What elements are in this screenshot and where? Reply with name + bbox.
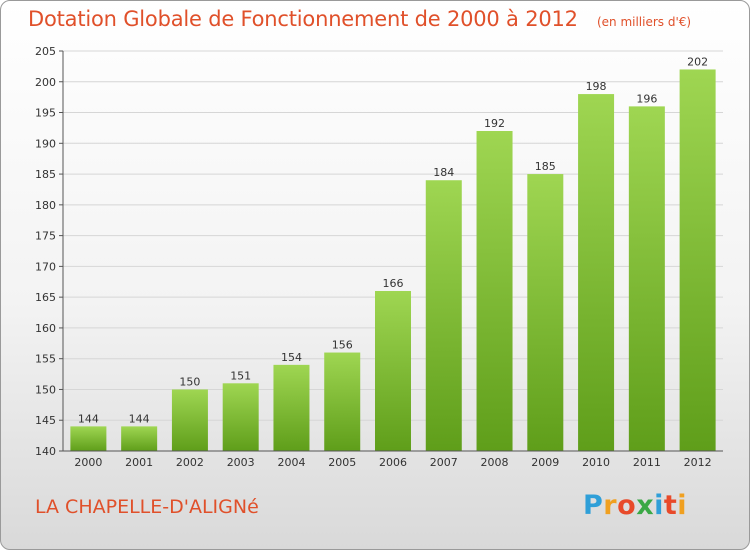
title-row: Dotation Globale de Fonctionnement de 20… [28, 7, 691, 31]
bars: 144 144 150 151 154 156 166 184 192 185 198 196 202 [70, 55, 716, 452]
bar [70, 426, 107, 451]
x-tick-label: 2007 [430, 456, 458, 469]
y-tick-label: 200 [35, 76, 56, 89]
data-label: 166 [383, 277, 404, 290]
x-tick-label: 2006 [379, 456, 407, 469]
chart-subtitle: (en milliers d'€) [596, 15, 692, 29]
y-tick-label: 160 [35, 322, 56, 335]
bar [679, 69, 716, 451]
x-tick-label: 2009 [531, 456, 559, 469]
logo-letter: t [663, 490, 678, 521]
data-label: 185 [535, 160, 556, 173]
data-label: 196 [636, 92, 657, 105]
y-tick-label: 145 [35, 414, 56, 427]
data-label: 144 [129, 412, 150, 425]
logo-letter: o [617, 490, 637, 521]
logo-letter: P [583, 490, 604, 521]
x-tick-label: 2010 [582, 456, 610, 469]
logo-letter: i [677, 490, 688, 521]
x-tick-label: 2008 [481, 456, 509, 469]
x-tick-label: 2011 [633, 456, 661, 469]
data-label: 202 [687, 55, 708, 68]
y-tick-label: 140 [35, 445, 56, 458]
y-tick-label: 195 [35, 107, 56, 120]
commune-name: LA CHAPELLE-D'ALIGNé [35, 496, 259, 518]
chart-title: Dotation Globale de Fonctionnement de 20… [28, 7, 578, 31]
bar [476, 131, 513, 451]
x-tick-label: 2000 [74, 456, 102, 469]
logo-letter: i [654, 490, 664, 521]
y-tick-label: 190 [35, 137, 56, 150]
y-tick-label: 170 [35, 260, 56, 273]
data-label: 156 [332, 339, 353, 352]
bar [628, 106, 665, 451]
bar [121, 426, 158, 451]
data-label: 144 [78, 412, 99, 425]
logo-letter: x [636, 490, 655, 521]
bar [375, 291, 411, 451]
data-label: 150 [179, 375, 200, 388]
bar [222, 383, 259, 451]
x-tick-label: 2004 [277, 456, 305, 469]
data-label: 184 [433, 166, 454, 179]
proxiti-logo[interactable]: Proxiti [583, 490, 687, 521]
data-label: 192 [484, 117, 505, 130]
x-tick-label: 2003 [227, 456, 255, 469]
x-tick-label: 2001 [125, 456, 153, 469]
data-label: 154 [281, 351, 302, 364]
x-tick-label: 2002 [176, 456, 204, 469]
x-tick-label: 2012 [684, 456, 712, 469]
bar [425, 180, 462, 451]
y-tick-label: 165 [35, 291, 56, 304]
y-tick-label: 175 [35, 230, 56, 243]
data-label: 198 [586, 80, 607, 93]
y-tick-label: 180 [35, 199, 56, 212]
data-label: 151 [230, 369, 251, 382]
logo-letter: r [603, 490, 618, 521]
axes: 1401451501551601651701751801851901952002… [35, 45, 723, 469]
bar [273, 364, 310, 451]
bar [578, 94, 615, 452]
bar [171, 389, 208, 451]
bar [324, 352, 361, 451]
y-tick-label: 205 [35, 45, 56, 58]
y-tick-label: 185 [35, 168, 56, 181]
y-tick-label: 155 [35, 353, 56, 366]
y-tick-label: 150 [35, 383, 56, 396]
x-tick-label: 2005 [328, 456, 356, 469]
bar [527, 174, 564, 452]
